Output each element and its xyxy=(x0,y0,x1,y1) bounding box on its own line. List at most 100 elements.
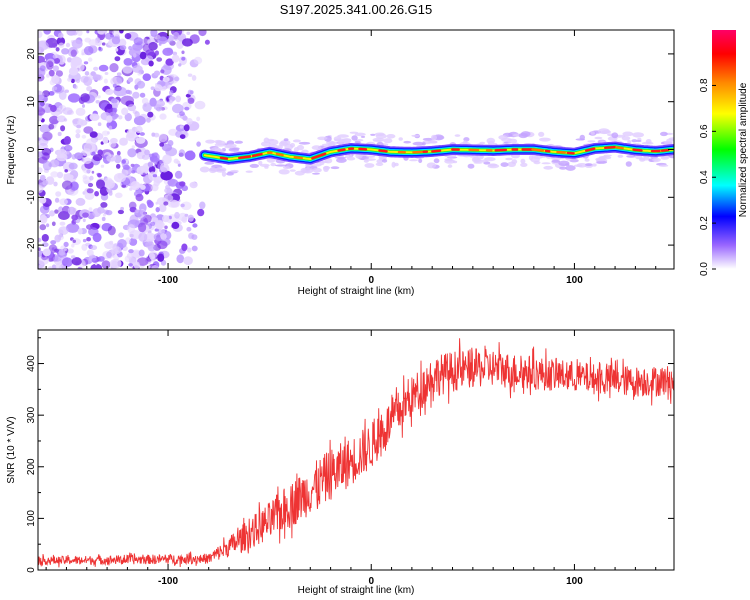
noise-speckle xyxy=(139,132,145,136)
x-tick-label: 0 xyxy=(368,576,374,587)
noise-speckle xyxy=(49,210,55,217)
ridge-halo-speckle xyxy=(317,136,328,141)
ridge-halo-speckle xyxy=(652,158,659,162)
ridge-halo-speckle xyxy=(488,163,498,167)
ridge-halo-speckle xyxy=(596,160,608,164)
ridge-peak xyxy=(604,145,616,150)
noise-speckle xyxy=(137,210,147,220)
ridge-halo-speckle xyxy=(622,131,634,137)
noise-speckle xyxy=(38,167,43,174)
y-tick-label: 100 xyxy=(26,510,37,527)
y-tick-label: 20 xyxy=(26,48,37,60)
ridge-halo-speckle xyxy=(539,137,551,142)
noise-speckle xyxy=(150,30,158,37)
noise-speckle xyxy=(48,69,55,77)
noise-speckle xyxy=(129,237,138,246)
ridge-halo-speckle xyxy=(311,163,322,167)
noise-speckle xyxy=(172,103,184,114)
noise-speckle xyxy=(40,176,45,181)
noise-speckle xyxy=(66,57,73,63)
ridge-halo-speckle xyxy=(541,162,551,165)
ridge-halo-speckle xyxy=(226,172,234,176)
noise-speckle xyxy=(121,159,127,164)
noise-speckle xyxy=(82,212,89,218)
ridge-peak xyxy=(378,149,388,153)
noise-speckle xyxy=(196,141,201,147)
noise-speckle xyxy=(60,125,66,132)
noise-speckle xyxy=(91,257,99,263)
noise-speckle xyxy=(115,192,123,199)
noise-speckle xyxy=(57,32,64,39)
ridge-halo-speckle xyxy=(538,131,545,137)
noise-speckle xyxy=(100,202,108,208)
noise-speckle xyxy=(118,232,124,238)
noise-speckle xyxy=(158,133,168,143)
noise-speckle xyxy=(75,133,81,139)
ridge-halo-speckle xyxy=(323,165,330,170)
noise-speckle xyxy=(110,98,118,104)
noise-speckle xyxy=(55,70,64,77)
ridge-halo-speckle xyxy=(418,158,423,163)
noise-speckle xyxy=(120,88,128,96)
noise-speckle xyxy=(148,165,156,174)
noise-speckle xyxy=(130,181,141,191)
ridge-halo-speckle xyxy=(249,163,259,168)
noise-speckle xyxy=(102,213,106,217)
ridge-halo-speckle xyxy=(302,167,314,174)
ridge-halo-speckle xyxy=(214,143,226,147)
noise-speckle xyxy=(180,203,185,208)
noise-speckle xyxy=(88,207,93,212)
noise-speckle xyxy=(82,238,87,243)
ridge-halo-speckle xyxy=(334,156,347,159)
noise-speckle xyxy=(137,257,149,266)
noise-speckle xyxy=(135,136,146,144)
noise-speckle xyxy=(114,154,122,164)
ridge-halo-speckle xyxy=(658,164,669,167)
noise-speckle xyxy=(53,255,62,262)
noise-speckle xyxy=(112,30,121,37)
ridge-halo-speckle xyxy=(346,156,356,161)
spectrogram-y-ticks: 20 10 0 -10 -20 xyxy=(26,29,674,270)
noise-speckle xyxy=(159,113,167,120)
noise-speckle xyxy=(187,97,195,104)
noise-speckle xyxy=(75,107,86,116)
noise-speckle xyxy=(179,125,184,129)
ridge-halo-speckle xyxy=(208,167,217,174)
ridge-halo-speckle xyxy=(565,163,570,166)
noise-speckle xyxy=(143,232,157,242)
ridge-halo-speckle xyxy=(444,159,456,164)
noise-speckle xyxy=(139,51,147,60)
noise-speckle xyxy=(67,206,76,215)
noise-speckle xyxy=(64,169,68,173)
ridge-halo-speckle xyxy=(294,170,305,176)
y-tick-label: 400 xyxy=(26,355,37,372)
noise-speckle xyxy=(171,221,180,229)
noise-speckle xyxy=(75,129,81,134)
noise-speckle xyxy=(172,51,178,56)
noise-speckle xyxy=(71,78,75,84)
x-tick-label: -100 xyxy=(158,275,178,286)
noise-speckle xyxy=(165,147,178,157)
ridge-halo-speckle xyxy=(278,169,290,175)
noise-speckle xyxy=(119,45,127,51)
noise-speckle xyxy=(117,209,124,215)
noise-speckle xyxy=(56,115,66,123)
noise-speckle xyxy=(116,163,121,169)
noise-speckle xyxy=(61,265,66,269)
noise-speckle xyxy=(93,66,99,71)
noise-speckle xyxy=(160,69,165,74)
noise-speckle xyxy=(184,213,189,217)
noise-speckle xyxy=(120,95,134,106)
ridge-peak xyxy=(585,147,596,152)
noise-speckle xyxy=(38,237,42,243)
colorbar-tick-label: 0.2 xyxy=(699,216,710,230)
noise-speckle xyxy=(138,232,148,242)
noise-speckle xyxy=(83,61,89,65)
noise-speckle xyxy=(160,233,167,240)
noise-speckle xyxy=(75,78,81,84)
noise-speckle xyxy=(71,56,82,66)
noise-speckle xyxy=(154,50,159,56)
noise-speckle xyxy=(145,241,155,249)
ridge-halo-speckle xyxy=(594,136,603,140)
snr-series-line xyxy=(38,338,674,568)
